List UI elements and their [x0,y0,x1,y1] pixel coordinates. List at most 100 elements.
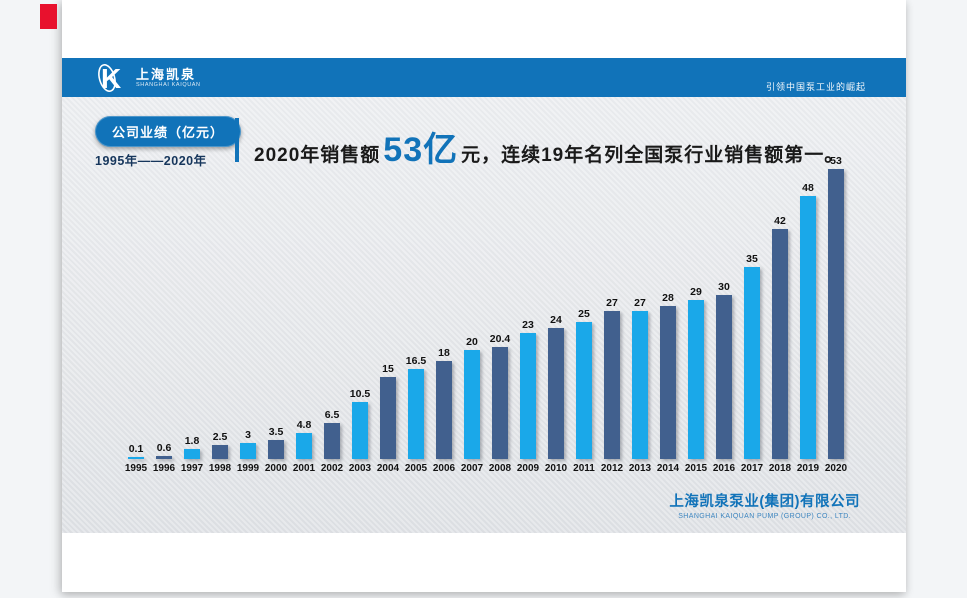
bar-value-label: 0.1 [128,443,144,455]
headline-prefix: 2020年销售额 [254,145,381,166]
chart-year-range: 1995年——2020年 [95,154,207,168]
bar-group: 0.6 1996 [150,143,178,478]
bar [352,402,368,459]
bar-value-label: 16.5 [405,355,427,367]
company-name-en: SHANGHAI KAIQUAN PUMP (GROUP) CO., LTD. [678,513,852,520]
bar [296,433,312,459]
bar-year-label: 1995 [124,463,148,474]
presentation-slide: K 上海凯泉 SHANGHAI KAIQUAN 引领中国泵工业的崛起 公司业绩（… [62,0,906,592]
bar [828,169,844,459]
bar-value-label: 4.8 [296,419,312,431]
bar-value-label: 6.5 [324,409,340,421]
headline: 2020年销售额 53亿 元，连续19年名列全国泵行业销售额第一。 [254,122,844,171]
bar-year-label: 2017 [740,463,764,474]
bar [128,457,144,459]
bar [184,449,200,459]
bar-year-label: 2002 [320,463,344,474]
bar [576,322,592,459]
bar-value-label: 18 [438,347,450,359]
bar-year-label: 2004 [376,463,400,474]
bar-group: 27 2012 [598,143,626,478]
company-name-cn: 上海凯泉泵业(集团)有限公司 [669,494,860,510]
bar [660,306,676,459]
bar-value-label: 1.8 [184,435,200,447]
bar [240,443,256,459]
company-logo: K 上海凯泉 SHANGHAI KAIQUAN [94,62,201,94]
bar [744,267,760,459]
bar-group: 1.8 1997 [178,143,206,478]
headline-highlight: 53亿 [383,131,459,169]
bar [268,440,284,459]
bar-year-label: 2014 [656,463,680,474]
bar-year-label: 2011 [573,463,595,474]
kaiquan-logo-icon: K [98,63,121,94]
bar-value-label: 20 [466,336,478,348]
bar-value-label: 23 [522,319,534,331]
bar-group: 24 2010 [542,143,570,478]
bar [520,333,536,459]
bar [632,311,648,459]
bar-year-label: 1998 [208,463,232,474]
bar-year-label: 2013 [628,463,652,474]
header-band: K 上海凯泉 SHANGHAI KAIQUAN 引领中国泵工业的崛起 [62,58,906,97]
bar-value-label: 24 [550,314,562,326]
bar-value-label: 3 [245,429,251,441]
bar [688,300,704,459]
bar-year-label: 2006 [432,463,456,474]
bar-value-label: 2.5 [212,431,228,443]
bar-group: 20 2007 [458,143,486,478]
bar-year-label: 1997 [180,463,204,474]
bar-group: 10.5 2003 [346,143,374,478]
bar [464,350,480,459]
bar-group: 2.5 1998 [206,143,234,478]
bar-chart: 0.1 1995 0.6 1996 1.8 1997 2.5 1998 3 1999 3.5 2000… [122,143,850,478]
bar-group: 29 2015 [682,143,710,478]
bar-group: 48 2019 [794,143,822,478]
bar-group: 3.5 2000 [262,143,290,478]
bar-value-label: 27 [634,297,646,309]
bar-value-label: 30 [718,281,730,293]
bar-year-label: 2019 [796,463,820,474]
bar-group: 53 2020 [822,143,850,478]
bar-year-label: 2009 [516,463,540,474]
bar-group: 0.1 1995 [122,143,150,478]
bar-value-label: 28 [662,292,674,304]
bar-year-label: 1996 [152,463,176,474]
logo-name-cn: 上海凯泉 [136,66,197,82]
bar-group: 23 2009 [514,143,542,478]
bar-year-label: 2015 [684,463,708,474]
bar [800,196,816,459]
bar-group: 30 2016 [710,143,738,478]
bar-group: 28 2014 [654,143,682,478]
bar-year-label: 2000 [264,463,288,474]
chart-canvas [62,97,906,533]
bar-value-label: 10.5 [349,388,371,400]
bar-value-label: 48 [802,182,814,194]
bar-group: 4.8 2001 [290,143,318,478]
bar [324,423,340,459]
bar-value-label: 27 [606,297,618,309]
svg-text:K: K [101,63,121,94]
bar-value-label: 25 [578,308,590,320]
bar [492,347,508,459]
bar-value-label: 0.6 [156,442,172,454]
bar-group: 35 2017 [738,143,766,478]
logo-text: 上海凯泉 SHANGHAI KAIQUAN [136,68,201,89]
bar-year-label: 2005 [404,463,428,474]
header-slogan: 引领中国泵工业的崛起 [765,82,866,92]
chart-title-badge: 公司业绩（亿元） [95,116,242,147]
headline-divider [235,118,239,162]
bar-group: 25 2011 [570,143,598,478]
bar-value-label: 53 [830,155,842,167]
bar [380,377,396,459]
bar-group: 20.4 2008 [486,143,514,478]
bar-group: 16.5 2005 [402,143,430,478]
bar-year-label: 2007 [460,463,484,474]
bar-value-label: 35 [746,253,758,265]
red-accent-mark [40,4,57,29]
bar-year-label: 2016 [712,463,736,474]
company-footer: 上海凯泉泵业(集团)有限公司 SHANGHAI KAIQUAN PUMP (GR… [669,490,860,520]
bar-year-label: 2020 [824,463,848,474]
bar [408,369,424,459]
bar [604,311,620,459]
